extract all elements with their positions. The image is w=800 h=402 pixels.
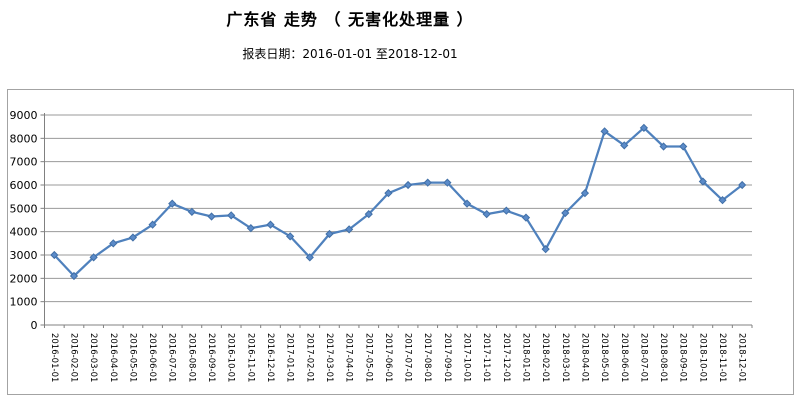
x-axis-tick-label: 2017-03-01 [324,333,334,382]
x-axis-tick-label: 2018-02-01 [540,333,550,382]
x-axis-tick-label: 2016-11-01 [245,333,255,382]
data-point-marker[interactable] [227,211,236,220]
x-axis-tick-label: 2016-09-01 [206,333,216,382]
data-point-marker[interactable] [403,180,413,190]
data-point-marker[interactable] [89,253,98,262]
trend-line [53,126,744,278]
x-axis-tick-label: 2016-03-01 [88,333,98,382]
x-axis-tick-label: 2018-05-01 [599,333,609,382]
x-axis-tick-label: 2017-09-01 [442,333,452,382]
x-axis-tick-label: 2018-11-01 [717,333,727,382]
x-axis-tick-label: 2017-10-01 [462,333,472,382]
x-axis-tick-label: 2017-04-01 [344,333,354,382]
x-axis-tick-label: 2017-06-01 [383,333,393,382]
x-axis-tick-label: 2016-12-01 [265,333,275,382]
data-point-marker[interactable] [69,271,79,281]
y-axis-tick-label: 8000 [10,132,38,145]
data-point-marker[interactable] [266,220,275,229]
x-axis-tick-label: 2018-04-01 [579,333,589,382]
y-axis-tick-label: 7000 [10,156,38,169]
data-point-marker[interactable] [541,245,550,254]
data-point-marker[interactable] [148,220,157,229]
data-point-marker[interactable] [168,199,177,208]
x-axis-tick-label: 2017-11-01 [481,333,491,382]
data-point-marker[interactable] [286,232,295,241]
data-point-marker[interactable] [443,178,452,187]
data-point-marker[interactable] [521,213,531,222]
data-point-marker[interactable] [718,196,727,205]
report-date-range: 报表日期：2016-01-01 至2018-12-01 [242,47,458,61]
chart-frame [7,89,794,395]
x-axis-tick-label: 2016-02-01 [68,333,78,382]
data-point-marker[interactable] [423,178,432,187]
y-axis-tick-label: 4000 [10,226,38,239]
data-point-marker[interactable] [679,142,688,151]
y-axis-tick-label: 2000 [10,272,38,285]
data-point-marker[interactable] [600,127,609,136]
y-axis-tick-label: 0 [31,319,38,332]
data-point-marker[interactable] [109,239,118,248]
x-axis-tick-label: 2017-08-01 [422,333,432,382]
data-point-marker[interactable] [698,177,707,186]
data-point-marker[interactable] [502,206,511,215]
data-point-marker[interactable] [187,207,197,216]
x-axis-tick-label: 2016-07-01 [167,333,177,382]
data-point-marker[interactable] [246,224,255,233]
data-point-marker[interactable] [325,229,334,239]
x-axis-tick-label: 2016-10-01 [226,333,236,382]
x-axis-tick-label: 2017-02-01 [304,333,314,382]
x-axis-tick-label: 2018-03-01 [560,333,570,382]
x-axis-tick-label: 2016-01-01 [49,333,59,382]
y-axis-tick-label: 6000 [10,179,38,192]
data-point-marker[interactable] [620,141,629,150]
data-point-marker[interactable] [345,225,354,234]
y-axis-tick-label: 9000 [10,109,38,122]
data-point-marker[interactable] [738,180,747,190]
x-axis-tick-label: 2016-04-01 [108,333,118,382]
x-axis-tick-label: 2018-06-01 [619,333,629,382]
data-point-marker[interactable] [462,199,472,208]
y-axis-tick-label: 1000 [10,296,38,309]
y-axis-tick-label: 3000 [10,249,38,262]
data-point-marker[interactable] [659,142,668,151]
x-axis-tick-label: 2018-08-01 [658,333,668,382]
data-point-marker[interactable] [580,189,590,198]
x-axis-tick-label: 2016-08-01 [186,333,196,382]
data-point-marker[interactable] [561,208,570,218]
data-point-marker[interactable] [207,212,216,221]
data-point-marker[interactable] [50,250,59,260]
chart-title: 广东省 走势 （ 无害化处理量 ） [226,10,474,29]
data-point-marker[interactable] [305,253,314,262]
data-point-marker[interactable] [482,210,491,219]
data-point-marker[interactable] [384,189,393,198]
x-axis-tick-label: 2018-01-01 [520,333,530,382]
x-axis-tick-label: 2017-05-01 [363,333,373,382]
data-point-marker[interactable] [128,233,138,242]
data-point-marker[interactable] [364,210,373,219]
x-axis-tick-label: 2018-12-01 [737,333,747,382]
x-axis-tick-label: 2016-06-01 [147,333,157,382]
x-axis-tick-label: 2018-10-01 [697,333,707,382]
data-point-marker[interactable] [639,123,649,132]
x-axis-tick-label: 2017-12-01 [501,333,511,382]
x-axis-tick-label: 2018-07-01 [638,333,648,382]
y-axis-tick-label: 5000 [10,202,38,215]
x-axis-tick-label: 2017-01-01 [285,333,295,382]
x-axis-tick-label: 2018-09-01 [678,333,688,382]
x-axis-tick-label: 2016-05-01 [127,333,137,382]
x-axis-tick-label: 2017-07-01 [403,333,413,382]
